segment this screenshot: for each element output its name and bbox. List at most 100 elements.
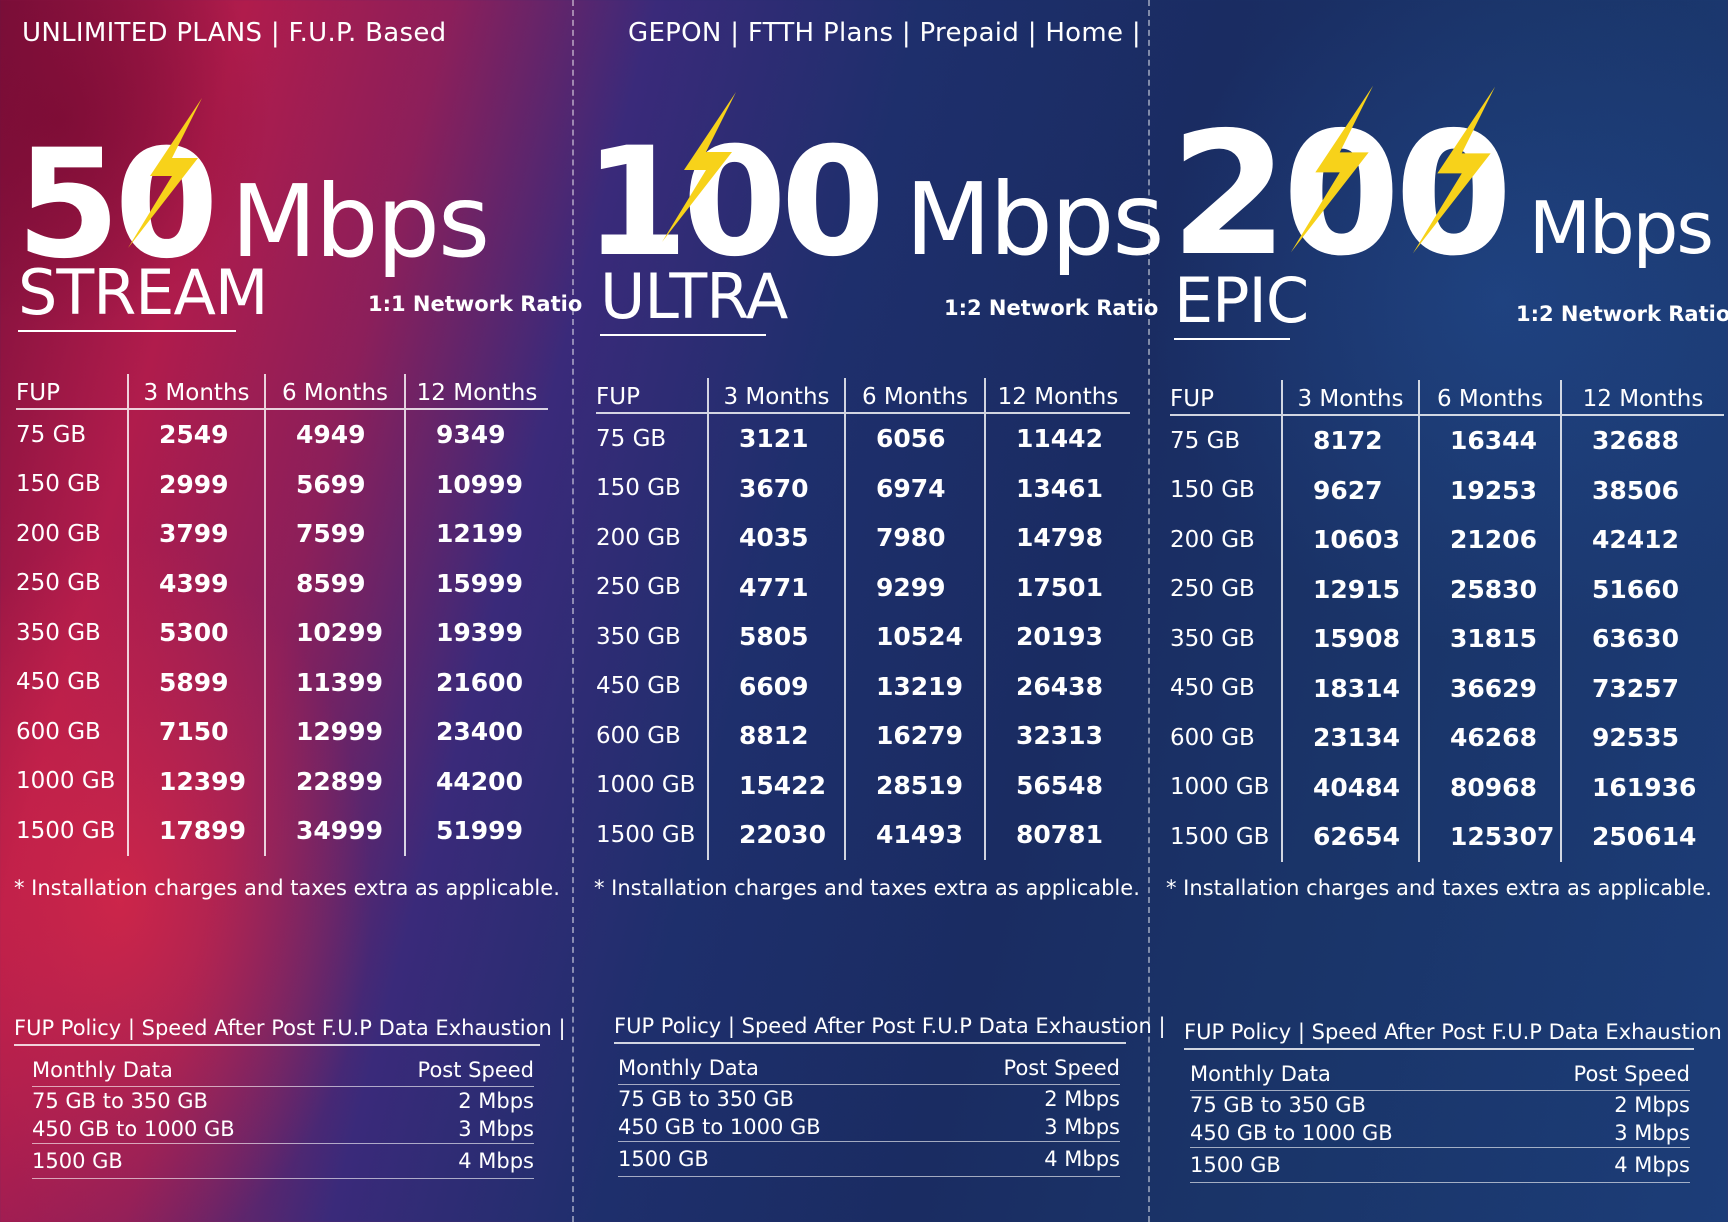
fup-policy-title: FUP Policy | Speed After Post F.U.P Data… (14, 1016, 566, 1046)
price-cell: 36629 (1418, 663, 1561, 713)
fup-data-cell: 1500 GB (618, 1141, 869, 1177)
table-row: 250 GB 4399 8599 15999 (16, 558, 548, 608)
price-cell: 51999 (404, 806, 548, 856)
price-cell: 7980 (844, 513, 985, 563)
fup-policy-title: FUP Policy | Speed After Post F.U.P Data… (1184, 1020, 1728, 1050)
fup-cell: 450 GB (596, 673, 681, 700)
lightning-bolt-icon (1412, 86, 1496, 254)
tier-name: STREAM (18, 262, 268, 332)
column-header: FUP (596, 378, 708, 414)
table-row: 1000 GB 12399 22899 44200 (16, 756, 548, 806)
fup-cell: 75 GB (596, 425, 667, 452)
table-row: 150 GB 9627 19253 38506 (1170, 465, 1724, 515)
price-cell: 3670 (707, 463, 845, 513)
lightning-bolt-icon (662, 92, 736, 242)
column-divider-2 (1148, 0, 1150, 1222)
table-row: 450 GB 6609 13219 26438 (596, 661, 1130, 711)
price-cell: 5899 (127, 657, 265, 707)
fup-row: 75 GB to 350 GB 2 Mbps (1190, 1091, 1690, 1120)
price-cell: 125307 (1418, 812, 1561, 862)
fup-row: 450 GB to 1000 GB 3 Mbps (32, 1115, 534, 1144)
table-row: 200 GB 3799 7599 12199 (16, 509, 548, 559)
fup-speed-cell: 2 Mbps (1044, 1087, 1120, 1111)
price-cell: 12999 (264, 707, 405, 757)
price-cell: 161936 (1560, 762, 1724, 812)
table-row: 250 GB 4771 9299 17501 (596, 562, 1130, 612)
fup-policy-table: Monthly Data Post Speed 75 GB to 350 GB 2 … (1190, 1052, 1690, 1183)
price-cell: 13461 (984, 463, 1130, 513)
fup-speed-cell: 3 Mbps (283, 1115, 534, 1144)
price-cell: 25830 (1418, 564, 1561, 614)
price-cell: 4771 (707, 562, 845, 612)
price-table: FUP 3 Months 6 Months 12 Months 75 GB 817… (1170, 380, 1724, 862)
price-cell: 26438 (984, 661, 1130, 711)
column-header: FUP (1170, 380, 1282, 416)
table-row: 200 GB 4035 7980 14798 (596, 513, 1130, 563)
fup-cell: 75 GB (1170, 427, 1241, 454)
price-cell: 17899 (127, 806, 265, 856)
price-cell: 12915 (1281, 564, 1419, 614)
fup-speed-cell: 3 Mbps (869, 1113, 1120, 1142)
fup-row: 75 GB to 350 GB 2 Mbps (618, 1085, 1120, 1114)
price-cell: 12399 (127, 756, 265, 806)
price-cell: 56548 (984, 760, 1130, 810)
fup-row: 1500 GB 4 Mbps (618, 1141, 1120, 1177)
table-row: 150 GB 2999 5699 10999 (16, 459, 548, 509)
fup-cell: 450 GB (1170, 675, 1255, 702)
price-cell: 5300 (127, 608, 265, 658)
table-row: 75 GB 2549 4949 9349 (16, 409, 548, 460)
plan-panel-ultra: 100 Mbps ULTRA 1:2 Network Ratio FUP 3 Mo… (574, 0, 1166, 1222)
fup-cell: 350 GB (1170, 625, 1255, 652)
fup-row: 75 GB to 350 GB 2 Mbps (32, 1087, 534, 1116)
price-cell: 11399 (264, 657, 405, 707)
table-row: 600 GB 8812 16279 32313 (596, 711, 1130, 761)
column-header: 6 Months (1418, 380, 1561, 416)
price-cell: 8812 (707, 711, 845, 761)
fup-data-cell: 75 GB to 350 GB (618, 1087, 794, 1111)
price-cell: 22899 (264, 756, 405, 806)
fup-speed-cell: 3 Mbps (1440, 1119, 1690, 1148)
fup-cell: 1500 GB (596, 821, 696, 848)
fup-column-header: Monthly Data (618, 1046, 869, 1085)
speed-heading: 50 Mbps (16, 130, 490, 280)
table-row: 1000 GB 15422 28519 56548 (596, 760, 1130, 810)
fup-policy-table: Monthly Data Post Speed 75 GB to 350 GB 2 … (32, 1048, 534, 1179)
price-cell: 10299 (264, 608, 405, 658)
fup-speed-cell: 4 Mbps (1440, 1147, 1690, 1183)
price-cell: 80781 (984, 810, 1130, 860)
speed-number: 100 (584, 116, 885, 290)
header-center: GEPON | FTTH Plans | Prepaid | Home | (628, 18, 1141, 48)
tier-name: ULTRA (600, 266, 788, 336)
fup-cell: 1000 GB (1170, 774, 1270, 801)
fup-data-cell: 75 GB to 350 GB (32, 1089, 208, 1113)
price-cell: 20193 (984, 612, 1130, 662)
fup-data-cell: 1500 GB (1190, 1147, 1440, 1183)
table-row: 600 GB 7150 12999 23400 (16, 707, 548, 757)
column-header: 12 Months (984, 378, 1130, 414)
price-cell: 16279 (844, 711, 985, 761)
price-cell: 18314 (1281, 663, 1419, 713)
lightning-bolt-icon (1290, 85, 1374, 253)
network-ratio: 1:1 Network Ratio (368, 292, 583, 316)
price-cell: 5805 (707, 612, 845, 662)
fup-header-row: Monthly Data Post Speed (618, 1046, 1120, 1085)
price-cell: 6609 (707, 661, 845, 711)
table-row: 350 GB 15908 31815 63630 (1170, 614, 1724, 664)
fup-column-header: Monthly Data (32, 1048, 283, 1087)
column-header: 3 Months (1281, 380, 1419, 416)
price-cell: 15999 (404, 558, 548, 608)
fup-cell: 600 GB (16, 718, 101, 745)
price-cell: 3121 (707, 413, 845, 464)
price-cell: 15908 (1281, 614, 1419, 664)
fup-cell: 150 GB (596, 475, 681, 502)
fup-row: 450 GB to 1000 GB 3 Mbps (618, 1113, 1120, 1142)
price-table: FUP 3 Months 6 Months 12 Months 75 GB 312… (596, 378, 1130, 860)
price-cell: 4399 (127, 558, 265, 608)
price-cell: 17501 (984, 562, 1130, 612)
fup-cell: 600 GB (1170, 724, 1255, 751)
table-row: 200 GB 10603 21206 42412 (1170, 515, 1724, 565)
table-row: 75 GB 3121 6056 11442 (596, 413, 1130, 464)
fup-row: 1500 GB 4 Mbps (1190, 1147, 1690, 1183)
price-cell: 2549 (127, 409, 265, 460)
price-cell: 11442 (984, 413, 1130, 464)
